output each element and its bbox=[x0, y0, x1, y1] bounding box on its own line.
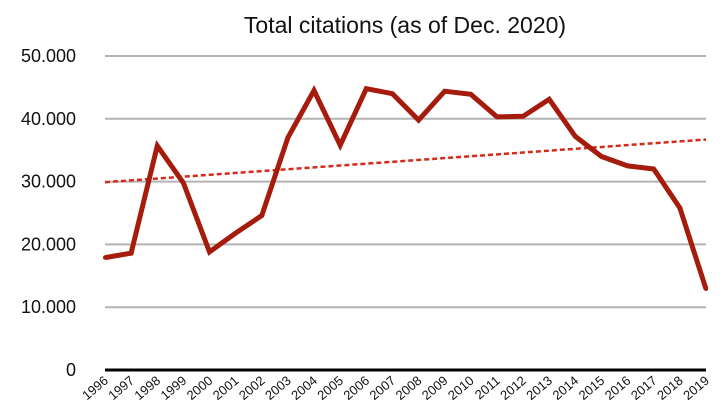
x-tick-label: 2004 bbox=[288, 373, 320, 403]
data-point bbox=[285, 135, 290, 140]
x-tick-label: 2015 bbox=[576, 373, 608, 403]
data-point bbox=[521, 114, 526, 119]
x-axis-tick-labels: 1996199719981999200020012002200320042005… bbox=[79, 373, 712, 403]
x-tick-label: 2012 bbox=[497, 373, 529, 403]
y-tick-label: 20.000 bbox=[21, 234, 76, 254]
chart-title: Total citations (as of Dec. 2020) bbox=[244, 12, 566, 38]
data-point bbox=[677, 205, 682, 210]
x-tick-label: 2009 bbox=[419, 373, 451, 403]
data-point bbox=[259, 213, 264, 218]
x-tick-label: 2019 bbox=[680, 373, 712, 403]
x-tick-label: 2001 bbox=[210, 373, 242, 403]
x-tick-label: 2003 bbox=[262, 373, 294, 403]
x-tick-label: 2000 bbox=[184, 373, 216, 403]
x-tick-label: 2013 bbox=[523, 373, 555, 403]
data-point bbox=[494, 114, 499, 119]
data-point bbox=[338, 143, 343, 148]
data-point bbox=[181, 180, 186, 185]
series-line bbox=[104, 85, 709, 290]
data-point bbox=[704, 286, 708, 291]
x-tick-label: 2014 bbox=[549, 373, 581, 403]
data-point bbox=[625, 163, 630, 168]
data-point bbox=[573, 134, 578, 139]
x-tick-label: 2010 bbox=[445, 373, 477, 403]
data-point bbox=[155, 143, 160, 148]
data-point bbox=[233, 231, 238, 236]
x-tick-label: 2011 bbox=[472, 373, 503, 402]
y-axis-tick-labels: 0 10.000 20.000 30.000 40.000 50.000 bbox=[21, 46, 76, 380]
data-point bbox=[442, 89, 447, 94]
data-point bbox=[547, 97, 552, 102]
x-tick-label: 2008 bbox=[393, 373, 425, 403]
data-point bbox=[207, 249, 212, 254]
x-tick-label: 2017 bbox=[628, 373, 660, 403]
data-point bbox=[468, 92, 473, 97]
y-tick-label: 0 bbox=[66, 360, 76, 380]
x-tick-label: 2007 bbox=[367, 373, 399, 403]
data-point bbox=[651, 167, 656, 172]
y-tick-label: 10.000 bbox=[21, 297, 76, 317]
data-point bbox=[103, 255, 107, 260]
x-tick-label: 2005 bbox=[314, 373, 346, 403]
data-point bbox=[599, 154, 604, 159]
series-layer bbox=[103, 85, 709, 291]
x-tick-label: 2002 bbox=[236, 373, 268, 403]
x-tick-label: 1997 bbox=[105, 373, 137, 403]
x-tick-label: 2016 bbox=[602, 373, 634, 403]
y-tick-label: 30.000 bbox=[21, 172, 76, 192]
x-tick-label: 2018 bbox=[654, 373, 686, 403]
trendline bbox=[104, 138, 707, 184]
data-point bbox=[390, 91, 395, 96]
data-point bbox=[364, 86, 369, 91]
gridlines bbox=[105, 55, 706, 309]
y-tick-label: 40.000 bbox=[21, 109, 76, 129]
data-point bbox=[129, 251, 134, 256]
trendline-layer bbox=[104, 138, 707, 184]
x-tick-label: 2006 bbox=[340, 373, 372, 403]
x-tick-label: 1999 bbox=[158, 373, 190, 403]
data-point bbox=[312, 88, 317, 93]
x-tick-label: 1998 bbox=[131, 373, 163, 403]
x-tick-label: 1996 bbox=[79, 373, 111, 403]
data-point bbox=[416, 118, 421, 123]
y-tick-label: 50.000 bbox=[21, 46, 76, 66]
